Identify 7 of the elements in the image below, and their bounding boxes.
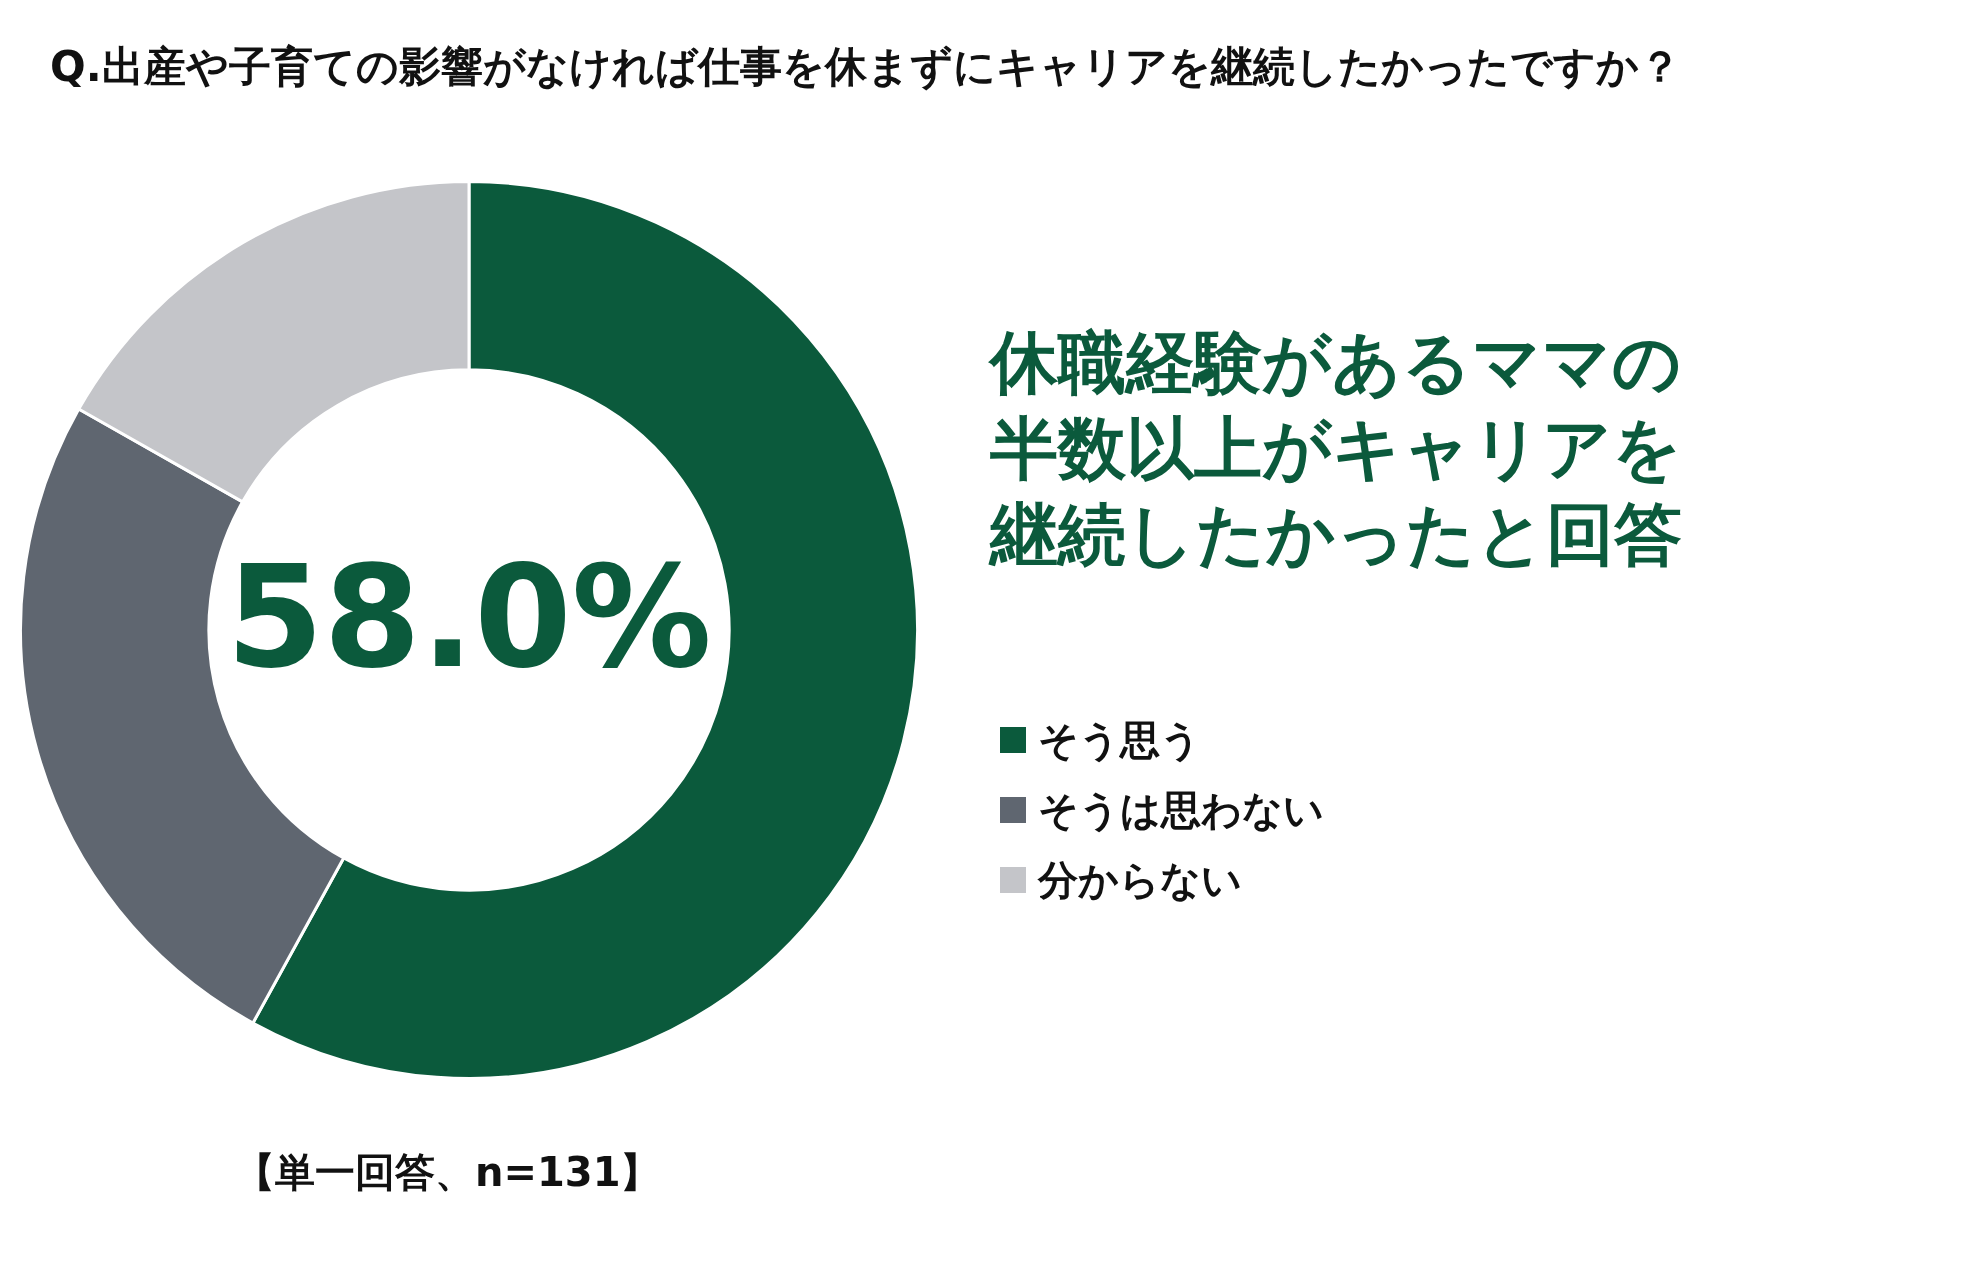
chart-title: Q.出産や子育ての影響がなければ仕事を休まずにキャリアを継続したかったですか？ <box>50 41 1682 93</box>
text: 【単一回答、n=131】 <box>235 1148 661 1197</box>
legend-label: そうは思わない <box>1038 785 1324 835</box>
legend-label: そう思う <box>1038 715 1201 765</box>
data-label: 58.0% <box>226 536 712 700</box>
text: 休職経験があるママの半数以上がキャリアを継続したかったと回答 <box>990 322 1683 576</box>
legend-label: 分からない <box>1038 855 1242 905</box>
